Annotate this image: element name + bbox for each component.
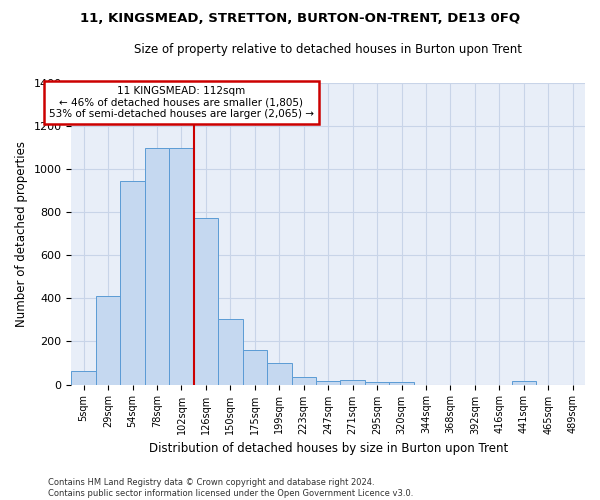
- X-axis label: Distribution of detached houses by size in Burton upon Trent: Distribution of detached houses by size …: [149, 442, 508, 455]
- Bar: [292, 377, 316, 384]
- Bar: [340, 380, 365, 384]
- Text: 11 KINGSMEAD: 112sqm
← 46% of detached houses are smaller (1,805)
53% of semi-de: 11 KINGSMEAD: 112sqm ← 46% of detached h…: [49, 86, 314, 119]
- Bar: [316, 382, 340, 384]
- Bar: [389, 382, 414, 384]
- Bar: [169, 148, 194, 384]
- Bar: [71, 370, 96, 384]
- Y-axis label: Number of detached properties: Number of detached properties: [15, 141, 28, 327]
- Text: 11, KINGSMEAD, STRETTON, BURTON-ON-TRENT, DE13 0FQ: 11, KINGSMEAD, STRETTON, BURTON-ON-TRENT…: [80, 12, 520, 26]
- Title: Size of property relative to detached houses in Burton upon Trent: Size of property relative to detached ho…: [134, 42, 522, 56]
- Bar: [512, 382, 536, 384]
- Bar: [218, 319, 242, 384]
- Bar: [145, 148, 169, 384]
- Bar: [267, 363, 292, 384]
- Bar: [242, 350, 267, 384]
- Text: Contains HM Land Registry data © Crown copyright and database right 2024.
Contai: Contains HM Land Registry data © Crown c…: [48, 478, 413, 498]
- Bar: [365, 382, 389, 384]
- Bar: [121, 181, 145, 384]
- Bar: [96, 296, 121, 384]
- Bar: [194, 218, 218, 384]
